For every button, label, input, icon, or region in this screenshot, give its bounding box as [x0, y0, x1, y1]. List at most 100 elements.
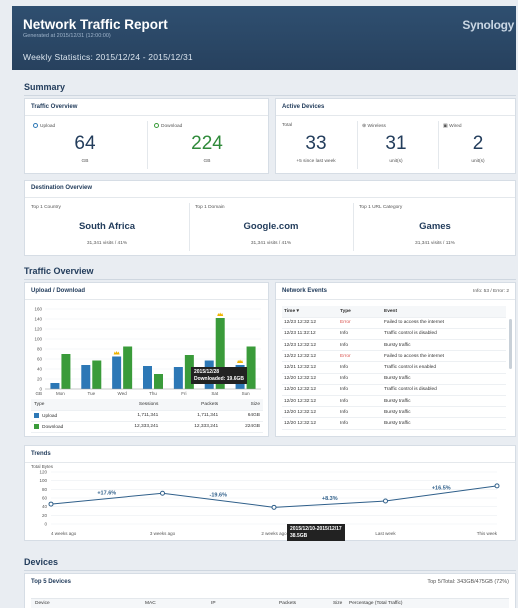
download-bar [123, 346, 133, 389]
event-text: Bursty traffic [382, 339, 506, 352]
devices-section-title: Devices [24, 557, 59, 567]
trend-change-label: -19.6% [210, 492, 228, 498]
x-tick-label: Fri [181, 391, 186, 396]
col-ip[interactable]: IP [211, 601, 216, 606]
crown-icon [113, 351, 120, 355]
col-sessions: Sessions [101, 399, 162, 411]
upload-bar [50, 383, 60, 389]
upload-circle-icon [33, 123, 38, 128]
lan-icon: ▣ [443, 123, 448, 129]
x-tick-label: Thu [149, 391, 157, 396]
y-tick-label: 80 [42, 487, 48, 492]
tooltip-value: Downloaded: 19.6GB [194, 375, 245, 382]
table-row: Upload 1,711,341 1,711,341 64GB [31, 410, 263, 422]
traffic-divider [24, 279, 516, 280]
crown-icon [237, 359, 244, 363]
upload-bar [143, 366, 152, 389]
sort-down-icon: ▾ [296, 308, 299, 314]
events-body: 12/23 12:32:12 Error Failed to access the … [282, 317, 506, 430]
trend-tooltip: 2015/12/10-2015/12/17 38.5GB [287, 524, 345, 541]
card-divider [25, 197, 515, 198]
y-tick-label: 40 [42, 504, 48, 509]
trend-tooltip-range: 2015/12/10-2015/12/17 [290, 526, 342, 532]
trend-point [383, 498, 388, 504]
total-devices-value: 33 [305, 133, 327, 154]
row-sessions: 12,333,241 [101, 421, 162, 433]
y-unit-label: GB [35, 391, 42, 396]
event-type: Info [338, 384, 382, 397]
event-time: 12/23 12:32:12 [282, 317, 338, 329]
events-scrollbar[interactable] [509, 319, 512, 369]
event-text: Bursty traffic [382, 373, 506, 385]
col-packets[interactable]: Packets [279, 601, 297, 606]
download-bar [246, 346, 256, 389]
wifi-icon: ⊛ [362, 123, 367, 129]
event-time: 12/20 12:32:12 [282, 417, 338, 430]
event-row: 12/22 12:32:12 Error Failed to access the … [282, 350, 506, 363]
event-time: 12/23 12:32:12 [282, 339, 338, 352]
events-table: Time ▾ Type Event 12/23 12:32:12 Error Fai… [282, 306, 506, 430]
y-tick-label: 80 [37, 347, 43, 352]
trends-line-chart: Total Bytes 0 20 40 60 80 100 120 4 weeks ago 3 w… [31, 464, 500, 536]
download-value: 224 [191, 133, 223, 154]
generated-time: Generated at 2015/12/31 (12:00:00) [23, 33, 111, 39]
network-events-title: Network Events [282, 288, 328, 294]
wired-value: 2 [472, 133, 484, 154]
synology-logo: Synology [462, 18, 514, 32]
event-type: Info [338, 406, 382, 419]
col-time[interactable]: Time ▾ [282, 306, 338, 318]
x-tick-label: 2 weeks ago [261, 531, 287, 536]
weekly-range: Weekly Statistics: 2015/12/24 - 2015/12/… [23, 52, 193, 62]
card-divider [357, 121, 358, 169]
tooltip-date: 2015/12/28 [194, 369, 220, 375]
col-percentage[interactable]: Percentage (Total Traffic) [349, 601, 403, 606]
wireless-unit: unit(s) [389, 159, 403, 164]
event-type: Info [338, 339, 382, 352]
download-bar [61, 354, 71, 389]
col-type[interactable]: Type [338, 306, 382, 318]
row-packets: 1,711,341 [161, 410, 222, 422]
event-type: Error [338, 317, 382, 329]
events-summary: Info: 53 / Error: 2 [473, 289, 509, 294]
total-devices-note: +5 since last week [296, 159, 336, 164]
card-divider [353, 203, 354, 251]
col-size[interactable]: Size [333, 601, 343, 606]
col-time-label: Time [284, 308, 296, 314]
upload-unit: GB [81, 159, 89, 164]
trend-change-label: +17.6% [97, 491, 116, 497]
destination-overview-card: Destination Overview Top 1 Country South… [24, 180, 516, 256]
col-device[interactable]: Device [35, 601, 50, 606]
traffic-section-title: Traffic Overview [24, 266, 94, 276]
event-row: 12/20 12:32:12 Info Traffic control is dis… [282, 384, 506, 397]
trend-change-label: +16.5% [432, 485, 451, 491]
event-text: Traffic control is disabled [382, 384, 506, 397]
upload-download-table: Type Sessions Packets Size Upload 1,711,… [31, 399, 263, 433]
card-divider [189, 203, 190, 251]
row-size: 64GB [221, 410, 263, 422]
card-divider [276, 299, 515, 300]
event-text: Traffic control is disabled [382, 328, 506, 341]
row-type-label: Upload [42, 413, 58, 419]
col-mac[interactable]: MAC [145, 601, 156, 606]
top-country-label: Top 1 Country [31, 205, 61, 210]
trend-change-label: +8.3% [322, 496, 338, 502]
event-row: 12/23 12:32:12 Error Failed to access the … [282, 317, 506, 329]
top-domain-label: Top 1 Domain [195, 205, 225, 210]
download-bar [184, 355, 194, 389]
events-header-row: Time ▾ Type Event [282, 306, 506, 318]
trend-point [494, 483, 500, 489]
col-event[interactable]: Event [382, 306, 506, 318]
wireless-label: Wireless [367, 124, 386, 129]
top-domain-value: Google.com [243, 221, 299, 232]
event-type: Error [338, 350, 382, 363]
active-devices-card: Active Devices Total 33 +5 since last we… [275, 98, 516, 174]
download-bar [92, 360, 102, 389]
x-tick-label: Wed [118, 391, 128, 396]
event-text: Failed to access the internet [382, 350, 506, 363]
row-packets: 12,333,241 [161, 421, 222, 433]
summary-section-title: Summary [24, 82, 66, 92]
download-circle-icon [154, 123, 159, 128]
traffic-overview-card: Traffic Overview Upload 64 GB Download 2… [24, 98, 269, 174]
upload-label: Upload [40, 123, 56, 129]
